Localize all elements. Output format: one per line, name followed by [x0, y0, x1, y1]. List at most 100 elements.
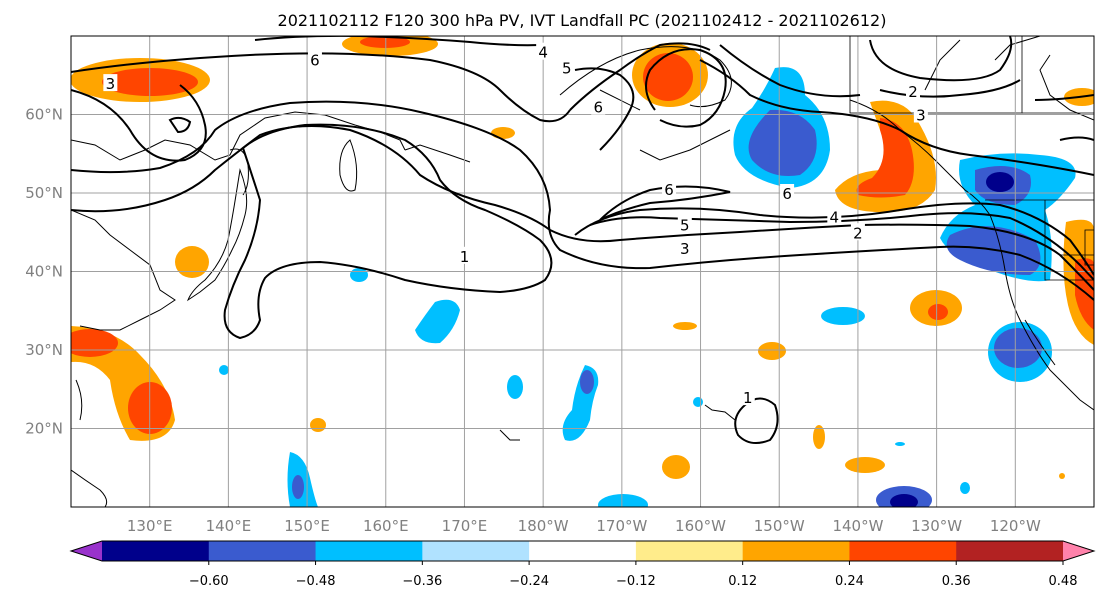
colorbar-tick-label: −0.60	[189, 574, 229, 589]
pv-contour-label: 1	[460, 248, 470, 266]
longitude-tick-label: 170°W	[596, 517, 647, 535]
latitude-tick-labels: 20°N 30°N 40°N 50°N 60°N	[25, 106, 63, 438]
gridlines	[71, 36, 1094, 507]
ivt-anomaly-blob	[960, 482, 970, 494]
longitude-tick-label: 140°W	[832, 517, 883, 535]
pv-contour-label: 6	[664, 181, 674, 199]
ivt-anomaly-blob	[928, 304, 948, 320]
longitude-tick-labels: 130°E 140°E 150°E 160°E 170°E 180°W 170°W 160°W…	[127, 517, 1041, 535]
ivt-anomaly-blob	[1059, 473, 1065, 479]
latitude-tick-label: 30°N	[25, 341, 63, 359]
ivt-anomaly-blob	[845, 457, 885, 473]
pv-contour-label: 5	[680, 216, 690, 234]
colorbar-segment	[422, 541, 530, 561]
contour-label-background	[662, 180, 677, 198]
colorbar-tick-label: −0.48	[296, 574, 336, 589]
pv-contour-label: 3	[680, 240, 690, 258]
colorbar-tick-label: −0.36	[402, 574, 442, 589]
colorbar-segment	[742, 541, 850, 561]
ivt-anomaly-blob	[758, 342, 786, 360]
longitude-tick-label: 150°W	[754, 517, 805, 535]
latitude-tick-label: 20°N	[25, 420, 63, 438]
pv-contour-label: 6	[782, 185, 792, 203]
colorbar-outline	[69, 540, 1096, 562]
pv-contour-label: 3	[916, 107, 926, 125]
colorbar-segment	[315, 541, 423, 561]
colorbar-tick-label: 0.36	[942, 574, 971, 589]
ivt-anomaly-blob	[813, 425, 825, 449]
ivt-anomaly-blob	[662, 455, 690, 479]
ivt-anomaly-blob	[71, 329, 118, 357]
ivt-anomaly-blob	[491, 127, 515, 139]
ivt-anomaly-blob	[415, 299, 460, 344]
ivt-anomaly-blob	[507, 375, 523, 399]
colorbar-tick-label: −0.24	[509, 574, 549, 589]
pv-contour-label: 1	[743, 389, 753, 407]
pv-contour-label: 5	[562, 59, 572, 77]
pv-contour-label: 2	[908, 83, 918, 101]
ivt-anomaly-blob	[360, 36, 410, 48]
ivt-anomaly-blob	[895, 442, 905, 446]
pv-contour-label: 4	[538, 44, 548, 62]
ivt-anomaly-blob	[350, 268, 368, 282]
contour-label-background	[850, 223, 865, 241]
contour-label-background	[780, 184, 795, 201]
longitude-tick-label: 130°E	[127, 517, 173, 535]
ivt-anomaly-blob	[219, 365, 229, 375]
longitude-tick-label: 130°W	[911, 517, 962, 535]
pv-contour-label: 6	[593, 99, 603, 117]
pv-contour-label: 6	[310, 52, 320, 70]
longitude-tick-label: 160°W	[675, 517, 726, 535]
ivt-anomaly-blob	[856, 118, 914, 198]
contour-label-background	[906, 81, 921, 99]
contour-label-background	[827, 207, 842, 225]
ivt-anomaly-blob	[748, 109, 817, 176]
colorbar-segment	[849, 541, 957, 561]
ivt-anomaly-blob	[598, 494, 648, 507]
colorbar-tick-label: −0.12	[616, 574, 656, 589]
political-borders	[849, 36, 1094, 281]
contour-label-background	[677, 215, 692, 233]
pv-contours	[71, 36, 1094, 445]
contour-label-background	[591, 97, 606, 115]
pv-contour-label: 3	[106, 75, 116, 93]
colorbar-tick-label: 0.12	[728, 574, 757, 589]
contour-label-background	[103, 74, 118, 92]
colorbar-segment	[529, 541, 637, 561]
ivt-anomaly-blob	[693, 397, 703, 407]
colorbar-segment	[635, 541, 744, 561]
ivt-anomaly-blob	[175, 246, 209, 278]
colorbar-segment	[956, 541, 1064, 561]
colorbar-segment	[102, 541, 210, 561]
contour-label-background	[913, 105, 928, 123]
colorbar-tick-label: 0.48	[1049, 574, 1078, 589]
contour-label-background	[457, 246, 472, 264]
contour-label-background	[677, 238, 692, 256]
map-frame	[70, 35, 1095, 508]
longitude-tick-label: 120°W	[990, 517, 1041, 535]
longitude-tick-label: 160°E	[363, 517, 409, 535]
figure-title: 2021102112 F120 300 hPa PV, IVT Landfall…	[278, 11, 887, 30]
colorbar-extend-max	[1063, 541, 1094, 561]
contour-label-background	[740, 388, 755, 406]
longitude-tick-label: 150°E	[284, 517, 330, 535]
contour-label-background	[559, 58, 574, 76]
ivt-anomaly-blob	[580, 370, 594, 394]
contour-label-background	[536, 42, 551, 60]
colorbar: −0.60 −0.48 −0.36 −0.24 −0.12 0.12 0.24 0.36 0.4…	[69, 540, 1096, 589]
longitude-tick-label: 170°E	[442, 517, 488, 535]
contour-label-background	[307, 50, 322, 68]
pv-contour-label: 2	[853, 224, 863, 242]
longitude-tick-label: 180°W	[518, 517, 569, 535]
colorbar-extend-min	[71, 541, 102, 561]
ivt-anomaly-blob	[890, 494, 918, 507]
ivt-anomaly-blob	[643, 53, 693, 101]
ivt-anomaly-blob	[821, 307, 865, 325]
latitude-tick-label: 40°N	[25, 263, 63, 281]
colorbar-segment	[208, 541, 317, 561]
ivt-anomaly-blob	[986, 172, 1014, 192]
